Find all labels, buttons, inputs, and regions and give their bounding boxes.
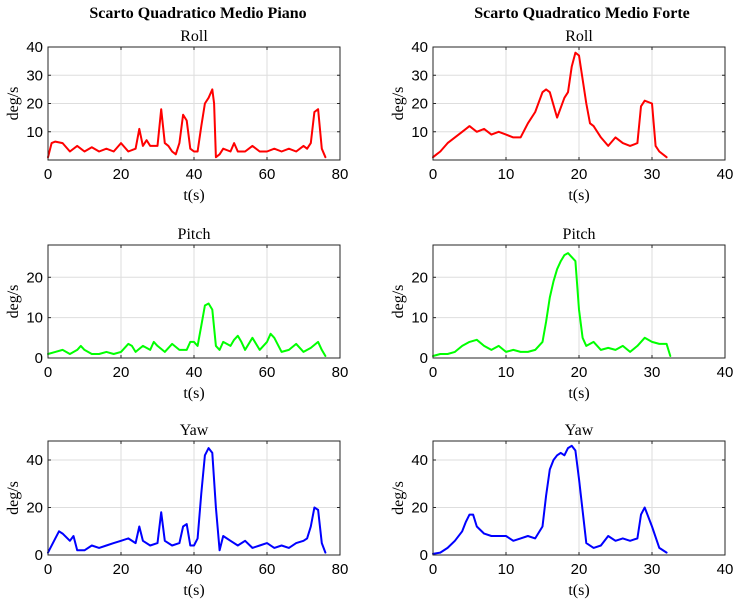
panel-6-xlabel: t(s) [568,582,589,599]
panel-4-ytick-label: 10 [411,310,428,327]
panel-6: 0 10 20 30 40 0 20 40 Yaw t(s) deg/s [390,422,733,599]
panel-1-ylabel: deg/s [5,87,22,121]
panel-6-xtick-label: 40 [717,561,734,578]
panel-1-xtick-label: 20 [113,166,130,183]
panel-2-xtick-label: 20 [571,166,588,183]
panel-2-ylabel: deg/s [390,87,407,121]
panel-4-ylabel: deg/s [390,285,407,319]
panel-5-xtick-label: 40 [186,561,203,578]
panel-1-ytick-label: 10 [26,124,43,141]
panel-5-ytick-label: 20 [26,500,43,517]
panel-5-xtick-label: 60 [259,561,276,578]
panel-3-xlabel: t(s) [183,385,204,402]
panel-3-xtick-label: 60 [259,364,276,381]
panel-5-series-line [47,447,327,554]
panel-1-ytick-label: 20 [26,96,43,113]
panel-3-xtick-label: 40 [186,364,203,381]
panel-3: 0 20 40 60 80 0 10 20 Pitch t(s) deg/s [5,226,348,402]
panel-3-xtick-label: 80 [332,364,349,381]
panel-4-xtick-label: 20 [571,364,588,381]
panel-5: 0 20 40 60 80 0 20 40 Yaw t(s) deg/s [5,422,348,599]
panel-6-xtick-label: 30 [644,561,661,578]
panel-5-xlabel: t(s) [183,582,204,599]
panel-6-xtick-label: 0 [429,561,437,578]
panel-2-title: Roll [565,28,593,45]
panel-4-xtick-label: 10 [498,364,515,381]
panel-5-ylabel: deg/s [5,481,22,515]
panel-3-ytick-label: 20 [26,269,43,286]
panel-6-ylabel: deg/s [390,481,407,515]
panel-6-series-line [432,444,668,555]
panel-4-title: Pitch [563,226,596,243]
panel-6-title: Yaw [565,422,594,439]
panel-2-series-line [432,51,668,159]
panel-6-xtick-label: 20 [571,561,588,578]
panel-1-xtick-label: 0 [44,166,52,183]
panel-1-xtick-label: 80 [332,166,349,183]
panel-1-ytick-label: 40 [26,39,43,56]
panel-6-ytick-label: 20 [411,500,428,517]
panel-2-ytick-label: 30 [411,67,428,84]
panel-1: 0 20 40 60 80 10 20 30 40 Roll t(s) deg/s [5,28,348,204]
panel-2-xtick-label: 40 [717,166,734,183]
panel-6-xtick-label: 10 [498,561,515,578]
panel-3-xtick-label: 20 [113,364,130,381]
panel-2-ytick-label: 20 [411,96,428,113]
panel-4: 0 10 20 30 40 0 10 20 Pitch t(s) deg/s [390,226,733,402]
panel-4-xtick-label: 30 [644,364,661,381]
panel-3-ytick-label: 0 [35,350,43,367]
panel-1-ytick-label: 30 [26,67,43,84]
panel-2-ytick-label: 40 [411,39,428,56]
panel-3-ytick-label: 10 [26,310,43,327]
panel-4-xlabel: t(s) [568,385,589,402]
panel-5-ytick-label: 40 [26,452,43,469]
panel-1-xtick-label: 60 [259,166,276,183]
panel-3-xtick-label: 0 [44,364,52,381]
panel-3-ylabel: deg/s [5,285,22,319]
panel-6-ytick-label: 40 [411,452,428,469]
panel-2-ytick-label: 10 [411,124,428,141]
panel-4-series-line [432,252,672,357]
panel-2-xtick-label: 0 [429,166,437,183]
panel-2-xlabel: t(s) [568,187,589,204]
panel-1-title: Roll [180,28,208,45]
panel-5-xtick-label: 0 [44,561,52,578]
panel-4-ytick-label: 0 [420,350,428,367]
panel-1-xlabel: t(s) [183,187,204,204]
panel-3-series-line [47,302,327,357]
panel-5-xtick-label: 80 [332,561,349,578]
panel-4-xtick-label: 0 [429,364,437,381]
panel-1-xtick-label: 40 [186,166,203,183]
panel-6-ytick-label: 0 [420,547,428,564]
panel-2: 0 10 20 30 40 10 20 30 40 Roll t(s) deg/s [390,28,733,204]
panel-4-xtick-label: 40 [717,364,734,381]
panel-5-xtick-label: 20 [113,561,130,578]
panel-5-ytick-label: 0 [35,547,43,564]
panel-3-title: Pitch [178,226,211,243]
panel-1-series-line [47,88,327,159]
column-title-forte: Scarto Quadratico Medio Forte [474,5,690,22]
panel-5-title: Yaw [180,422,209,439]
panel-2-xtick-label: 30 [644,166,661,183]
column-title-piano: Scarto Quadratico Medio Piano [89,5,306,22]
panel-2-xtick-label: 10 [498,166,515,183]
panel-4-ytick-label: 20 [411,269,428,286]
